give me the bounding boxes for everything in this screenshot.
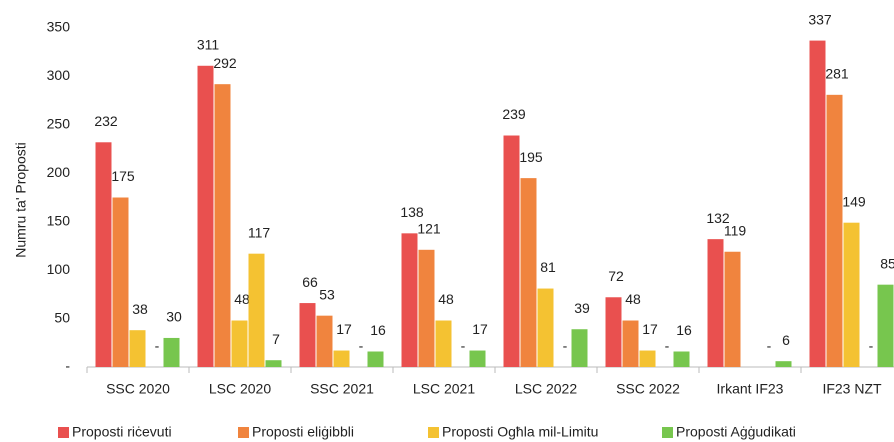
bar [197, 65, 214, 367]
data-label: 292 [213, 55, 237, 71]
data-label: 132 [706, 210, 730, 226]
bar [469, 350, 486, 367]
data-label: 39 [574, 300, 590, 316]
bar [299, 303, 316, 367]
x-tick-label: SSC 2022 [616, 381, 680, 397]
data-label: 121 [417, 221, 441, 237]
bar [367, 351, 384, 367]
data-label: 48 [625, 291, 641, 307]
y-tick-label: 100 [47, 261, 71, 277]
bar [163, 337, 180, 367]
data-label: 48 [234, 291, 250, 307]
bar [639, 350, 656, 367]
data-label: 48 [438, 291, 454, 307]
data-label: 17 [336, 321, 352, 337]
x-tick-label: SSC 2020 [106, 381, 170, 397]
data-label: 6 [782, 332, 790, 348]
data-label: - [155, 338, 160, 354]
x-tick-label: IF23 NZT [822, 381, 882, 397]
bar [265, 360, 282, 367]
bar [95, 142, 112, 367]
bar [537, 288, 554, 367]
data-label: 85 [880, 255, 894, 271]
bar [775, 361, 792, 367]
data-label: 239 [502, 106, 526, 122]
data-label: - [665, 338, 670, 354]
data-label: 281 [825, 66, 849, 82]
bar [316, 315, 333, 367]
data-label: - [461, 338, 466, 354]
data-label: - [359, 338, 364, 354]
bar [503, 135, 520, 367]
data-label: 195 [519, 149, 543, 165]
x-tick-label: LSC 2022 [515, 381, 577, 397]
x-tick-label: SSC 2021 [310, 381, 374, 397]
data-label: 72 [608, 268, 624, 284]
y-tick-label: - [65, 358, 70, 374]
bar [809, 40, 826, 367]
y-tick-label: 50 [54, 309, 70, 325]
data-label: - [563, 338, 568, 354]
bar [605, 297, 622, 367]
bar [248, 253, 265, 367]
legend-swatch [662, 427, 673, 438]
data-label: 81 [540, 259, 556, 275]
data-label: 119 [724, 222, 747, 238]
data-label: 175 [111, 168, 135, 184]
data-label: 53 [319, 286, 335, 302]
data-label: 337 [808, 11, 832, 27]
y-tick-label: 150 [47, 212, 71, 228]
bar [622, 320, 639, 367]
bar [571, 329, 588, 367]
bar [129, 330, 146, 367]
x-tick-label: LSC 2020 [209, 381, 271, 397]
data-label: - [767, 338, 772, 354]
y-tick-label: 350 [47, 19, 71, 35]
data-label: 232 [94, 113, 118, 129]
bar [435, 320, 452, 367]
legend-swatch [428, 427, 439, 438]
bar [877, 284, 894, 367]
data-label: 138 [400, 204, 424, 220]
data-label: 30 [166, 309, 182, 325]
data-label: 17 [472, 321, 488, 337]
bar [826, 94, 843, 368]
bar [333, 350, 350, 367]
bar [843, 222, 860, 367]
bar [112, 197, 129, 367]
bar [724, 251, 741, 367]
y-axis-label: Numru ta' Proposti [13, 142, 29, 258]
data-label: 38 [132, 301, 148, 317]
x-tick-label: Irkant IF23 [717, 381, 784, 397]
data-label: 17 [642, 321, 658, 337]
bar [231, 320, 248, 367]
bar [707, 239, 724, 367]
bar [673, 351, 690, 367]
bar [520, 178, 537, 367]
data-label: 117 [248, 224, 271, 240]
data-label: - [869, 338, 874, 354]
legend-swatch [238, 427, 249, 438]
bar [418, 249, 435, 367]
data-label: 311 [197, 36, 220, 52]
legend-label: Proposti eliġibbli [252, 424, 354, 440]
legend-label: Proposti riċevuti [72, 424, 172, 440]
data-label: 16 [370, 322, 386, 338]
bar [214, 84, 231, 368]
y-tick-label: 200 [47, 164, 71, 180]
x-tick-label: LSC 2021 [413, 381, 475, 397]
legend-label: Proposti Ogħla mil-Limitu [442, 424, 598, 440]
data-label: 7 [272, 331, 280, 347]
legend-swatch [58, 427, 69, 438]
data-label: 66 [302, 274, 318, 290]
y-tick-label: 300 [47, 67, 71, 83]
data-label: 149 [842, 193, 866, 209]
bar [401, 233, 418, 367]
data-label: 16 [676, 322, 692, 338]
legend-label: Proposti Aġġudikati [676, 424, 796, 440]
y-tick-label: 250 [47, 116, 71, 132]
